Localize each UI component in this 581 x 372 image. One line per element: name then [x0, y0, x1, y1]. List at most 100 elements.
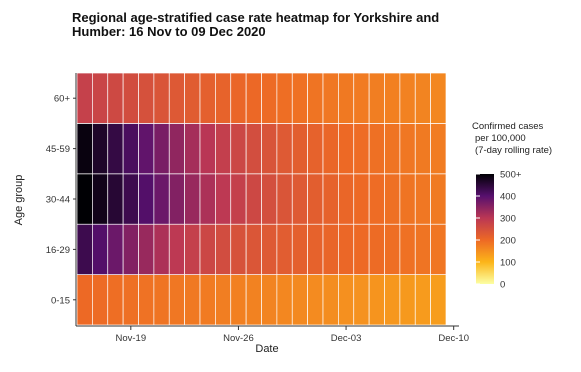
heatmap-cell [92, 123, 109, 175]
heatmap-cell [307, 123, 324, 175]
heatmap-cell [76, 223, 93, 275]
heatmap-cell [338, 72, 355, 124]
heatmap-cell [245, 274, 262, 326]
heatmap-cell [199, 173, 216, 225]
heatmap-cell [215, 223, 232, 275]
heatmap-cell [122, 72, 139, 124]
heatmap-cell [430, 173, 447, 225]
heatmap-cell [245, 173, 262, 225]
heatmap-cell [384, 173, 401, 225]
heatmap-cell [153, 274, 170, 326]
heatmap-cell [384, 72, 401, 124]
heatmap-cell [353, 72, 370, 124]
heatmap-cell [122, 274, 139, 326]
heatmap-cell [291, 173, 308, 225]
heatmap-cell [430, 274, 447, 326]
heatmap-cell [353, 173, 370, 225]
heatmap-cell [215, 123, 232, 175]
heatmap-cell [353, 274, 370, 326]
heatmap-cell [138, 274, 155, 326]
heatmap-cell [215, 274, 232, 326]
x-tick-label: Nov-19 [116, 333, 147, 344]
heatmap-cell [322, 274, 339, 326]
heatmap-cell [168, 123, 185, 175]
heatmap-cell [430, 123, 447, 175]
heatmap-cell [138, 72, 155, 124]
heatmap-cell [92, 274, 109, 326]
heatmap-cell [338, 274, 355, 326]
heatmap-cell [76, 123, 93, 175]
heatmap-cell [261, 223, 278, 275]
legend: Confirmed cases per 100,000 (7-day rolli… [472, 121, 552, 291]
heatmap-cell [414, 72, 431, 124]
heatmap-cell [245, 223, 262, 275]
heatmap-cell [307, 274, 324, 326]
heatmap-cell [261, 123, 278, 175]
heatmap-cell [168, 72, 185, 124]
heatmap-cell [430, 72, 447, 124]
legend-tick-label: 500+ [500, 170, 522, 181]
legend-tick-label: 200 [500, 236, 516, 247]
heatmap-cell [368, 274, 385, 326]
y-tick-label: 45-59 [46, 144, 70, 155]
heatmap-cell [215, 72, 232, 124]
heatmap-cell [168, 274, 185, 326]
y-axis-ticks: 0-15 16-29 30-44 45-59 60+ [46, 94, 76, 306]
heatmap-cell [230, 274, 247, 326]
heatmap-cell [414, 274, 431, 326]
heatmap-cell [215, 173, 232, 225]
heatmap-cell [153, 123, 170, 175]
heatmap-cell [199, 223, 216, 275]
heatmap-cell [76, 173, 93, 225]
heatmap-cell [307, 223, 324, 275]
y-tick-label: 16-29 [46, 245, 70, 256]
heatmap-cell [291, 223, 308, 275]
heatmap-cell [261, 173, 278, 225]
heatmap-cell [245, 72, 262, 124]
heatmap-cells [76, 72, 447, 326]
heatmap-cell [368, 223, 385, 275]
heatmap-cell [122, 223, 139, 275]
heatmap-cell [353, 223, 370, 275]
heatmap-cell [107, 274, 124, 326]
heatmap-cell [384, 123, 401, 175]
heatmap-cell [153, 173, 170, 225]
heatmap-cell [399, 274, 416, 326]
heatmap-cell [168, 173, 185, 225]
x-tick-label: Dec-10 [438, 333, 469, 344]
heatmap-cell [368, 173, 385, 225]
heatmap-cell [353, 123, 370, 175]
heatmap-cell [230, 223, 247, 275]
legend-ticks: 500+ 400 300 200 100 0 [476, 170, 522, 291]
heatmap-cell [322, 72, 339, 124]
heatmap-cell [76, 72, 93, 124]
heatmap-cell [276, 173, 293, 225]
heatmap-cell [107, 223, 124, 275]
heatmap-cell [384, 274, 401, 326]
chart-title-line-1: Regional age-stratified case rate heatma… [72, 10, 439, 25]
x-axis-label: Date [255, 343, 278, 355]
heatmap-cell [399, 223, 416, 275]
heatmap-cell [245, 123, 262, 175]
heatmap-cell [92, 223, 109, 275]
heatmap-cell [384, 223, 401, 275]
heatmap-cell [76, 274, 93, 326]
chart-title-line-2: Humber: 16 Nov to 09 Dec 2020 [72, 24, 266, 39]
heatmap-cell [92, 72, 109, 124]
heatmap-cell [414, 223, 431, 275]
heatmap-cell [368, 123, 385, 175]
heatmap-cell [153, 223, 170, 275]
heatmap-cell [107, 123, 124, 175]
heatmap-cell [291, 123, 308, 175]
heatmap-cell [338, 123, 355, 175]
y-tick-label: 30-44 [46, 195, 70, 206]
legend-tick-label: 400 [500, 192, 516, 203]
heatmap-cell [199, 123, 216, 175]
heatmap-cell [276, 274, 293, 326]
legend-title-line-1: Confirmed cases [472, 121, 544, 132]
heatmap-cell [368, 72, 385, 124]
heatmap-cell [138, 223, 155, 275]
heatmap-cell [138, 173, 155, 225]
heatmap-cell [184, 274, 201, 326]
